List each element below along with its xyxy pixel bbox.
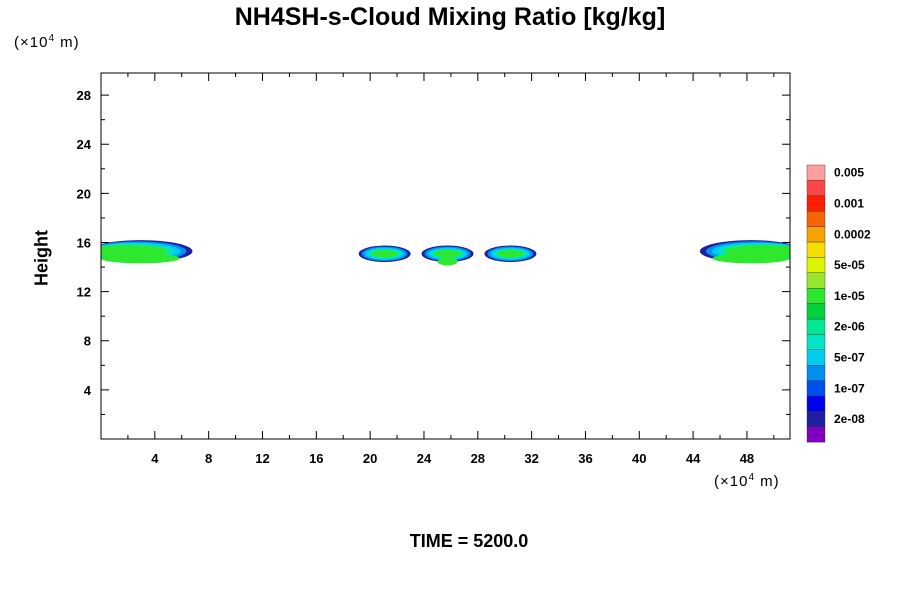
x-tick-label: 36 bbox=[578, 451, 592, 466]
cloud-contour bbox=[712, 253, 790, 264]
colorbar-swatch bbox=[806, 380, 826, 397]
colorbar-swatch bbox=[806, 349, 826, 366]
cloud-contour bbox=[437, 257, 458, 266]
colorbar-swatch bbox=[806, 241, 826, 258]
x-tick-label: 48 bbox=[740, 451, 754, 466]
y-axis-unit: (×104 m) bbox=[14, 33, 80, 51]
colorbar-label: 0.0002 bbox=[834, 227, 871, 241]
y-tick-label: 20 bbox=[77, 186, 91, 201]
x-tick-label: 24 bbox=[417, 451, 432, 466]
y-tick-label: 8 bbox=[84, 334, 91, 349]
colorbar-label: 1e-05 bbox=[834, 289, 865, 303]
colorbar-swatch bbox=[806, 411, 826, 427]
colorbar-swatch bbox=[806, 257, 826, 273]
cloud-contour bbox=[370, 249, 399, 258]
colorbar-swatch bbox=[806, 334, 826, 350]
y-tick-label: 12 bbox=[77, 285, 91, 300]
x-tick-label: 28 bbox=[471, 451, 485, 466]
colorbar-label: 0.005 bbox=[834, 166, 864, 180]
colorbar-label: 5e-07 bbox=[834, 351, 865, 365]
plot-frame bbox=[100, 72, 791, 440]
cloud-contour bbox=[101, 253, 180, 264]
y-tick-label: 4 bbox=[84, 383, 92, 398]
y-tick-label: 16 bbox=[77, 235, 91, 250]
colorbar-label: 0.001 bbox=[834, 197, 864, 211]
colorbar-swatch bbox=[806, 272, 826, 289]
colorbar-swatch bbox=[806, 426, 826, 443]
colorbar-swatch bbox=[806, 226, 826, 243]
colorbar-label: 2e-08 bbox=[834, 412, 865, 426]
cloud-contour bbox=[496, 249, 525, 258]
time-label: TIME = 5200.0 bbox=[409, 531, 529, 551]
colorbar-swatch bbox=[806, 195, 826, 212]
x-tick-label: 44 bbox=[686, 451, 701, 466]
colorbar-swatch bbox=[806, 210, 826, 227]
chart-title: NH4SH-s-Cloud Mixing Ratio [kg/kg] bbox=[234, 3, 666, 31]
x-tick-label: 12 bbox=[255, 451, 269, 466]
x-tick-label: 32 bbox=[524, 451, 538, 466]
y-tick-label: 24 bbox=[77, 137, 92, 152]
colorbar-label: 2e-06 bbox=[834, 320, 865, 334]
colorbar-swatch bbox=[806, 288, 826, 304]
x-tick-label: 40 bbox=[632, 451, 646, 466]
x-tick-label: 20 bbox=[363, 451, 377, 466]
colorbar-swatch bbox=[806, 164, 826, 181]
colorbar-swatch bbox=[806, 180, 826, 196]
colorbar-label: 5e-05 bbox=[834, 258, 865, 272]
x-tick-label: 8 bbox=[205, 451, 212, 466]
x-axis-unit: (×104 m) bbox=[714, 472, 780, 490]
colorbar-swatch bbox=[806, 365, 826, 381]
colorbar-swatch bbox=[806, 395, 826, 412]
colorbar-swatch bbox=[806, 303, 826, 320]
x-tick-label: 16 bbox=[309, 451, 323, 466]
cloud-contour bbox=[433, 249, 462, 258]
x-tick-label: 4 bbox=[151, 451, 159, 466]
y-tick-label: 28 bbox=[77, 88, 91, 103]
colorbar-label: 1e-07 bbox=[834, 381, 865, 395]
colorbar-swatch bbox=[806, 318, 826, 335]
